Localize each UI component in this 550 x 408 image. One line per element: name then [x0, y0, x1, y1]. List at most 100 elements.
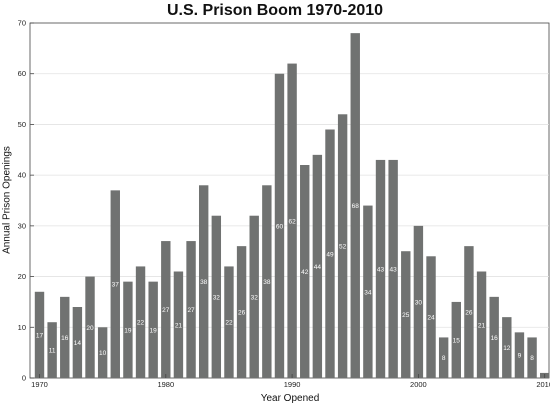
data-label-1987: 32 [251, 294, 259, 301]
data-label-1983: 38 [200, 279, 208, 286]
x-tick-label: 2010 [536, 380, 550, 389]
data-label-1997: 43 [377, 266, 385, 273]
bar-1978 [135, 266, 146, 378]
x-axis-label: Year Opened [260, 393, 320, 404]
bar-1994 [337, 114, 348, 379]
bar-1992 [312, 154, 323, 378]
data-label-1975: 10 [99, 350, 107, 357]
data-label-1996: 34 [364, 289, 372, 296]
data-label-1980: 27 [162, 307, 170, 314]
y-axis-label: Annual Prison Openings [1, 146, 13, 254]
x-tick-label: 1970 [31, 380, 48, 389]
bar-1995 [350, 33, 360, 379]
bar-1977 [123, 281, 133, 378]
bar-1993 [325, 129, 335, 378]
bar-1989 [274, 73, 285, 378]
y-tick-label: 30 [18, 221, 26, 230]
data-label-2004: 26 [465, 310, 473, 317]
y-tick-label: 20 [18, 272, 26, 281]
data-labels: 17 11 16 14 20 10 37 19 22 19 27 21 27 38 32 22 26 32 38 60… [36, 203, 534, 362]
data-label-1993: 49 [326, 251, 334, 258]
y-tick-label: 10 [18, 323, 26, 332]
x-tick-label: 1990 [284, 380, 301, 389]
bar-1983 [198, 185, 209, 378]
bar-2000 [413, 225, 424, 378]
bar-1976 [110, 190, 120, 378]
bar-1988 [262, 185, 272, 378]
data-label-2006: 16 [491, 335, 499, 342]
data-label-2009: 8 [530, 355, 534, 362]
y-tick-label: 50 [18, 120, 26, 129]
data-label-2005: 21 [478, 322, 486, 329]
data-label-1988: 38 [263, 279, 271, 286]
bar-2003 [451, 301, 461, 378]
bar-1984 [211, 215, 222, 378]
bar-1980 [161, 241, 171, 378]
bar-1991 [300, 165, 310, 378]
data-label-1998: 43 [390, 266, 398, 273]
data-label-1985: 22 [225, 320, 233, 327]
bar-1982 [186, 241, 196, 378]
data-label-1992: 44 [314, 264, 322, 271]
y-tick-label: 60 [18, 69, 26, 78]
bar-2006 [489, 296, 499, 378]
data-label-1971: 11 [49, 348, 56, 355]
data-label-1986: 26 [238, 310, 246, 317]
bar-1985 [224, 266, 234, 378]
data-label-1973: 14 [74, 340, 82, 347]
data-label-1979: 19 [150, 327, 158, 334]
y-tick-label: 40 [18, 171, 26, 180]
y-axis-ticks: 0 10 20 30 40 50 60 70 [18, 19, 34, 383]
data-label-1974: 20 [86, 325, 94, 332]
data-label-1991: 42 [301, 269, 309, 276]
data-label-1976: 37 [112, 282, 120, 289]
data-label-1995: 68 [352, 203, 360, 210]
data-label-1984: 32 [213, 294, 221, 301]
data-label-1970: 17 [36, 332, 44, 339]
data-label-2001: 24 [427, 315, 435, 322]
bars [34, 33, 550, 379]
x-tick-label: 1980 [157, 380, 174, 389]
y-tick-label: 70 [18, 19, 26, 28]
bar-1973 [72, 307, 83, 378]
bar-2004 [464, 246, 474, 378]
bar-1974 [85, 276, 95, 378]
bar-1972 [60, 296, 70, 378]
data-label-2002: 8 [442, 355, 446, 362]
x-axis-ticks: 1970 1980 1990 2000 2010 [31, 374, 550, 389]
x-tick-label: 2000 [410, 380, 427, 389]
bar-1979 [148, 281, 158, 378]
bar-1999 [401, 251, 411, 378]
bar-1987 [249, 215, 259, 378]
data-label-2007: 12 [503, 345, 511, 352]
data-label-2003: 15 [453, 337, 461, 344]
bar-1990 [287, 63, 297, 378]
bar-2005 [476, 271, 487, 378]
chart-title: U.S. Prison Boom 1970-2010 [166, 2, 384, 19]
bar-1971 [47, 322, 57, 378]
data-label-1981: 21 [175, 322, 183, 329]
y-tick-label: 0 [22, 374, 26, 383]
data-label-1972: 16 [61, 335, 69, 342]
data-label-1990: 62 [288, 218, 296, 225]
data-label-1999: 25 [402, 312, 410, 319]
bar-1998 [388, 159, 398, 378]
bar-2001 [426, 256, 436, 378]
bar-2002 [438, 337, 449, 378]
bar-1997 [375, 159, 386, 378]
data-label-2008: 9 [518, 353, 522, 360]
bar-2009 [527, 337, 537, 378]
data-label-1989: 60 [276, 223, 284, 230]
bar-1986 [236, 246, 247, 378]
bar-1975 [97, 327, 108, 378]
bar-2008 [514, 332, 525, 378]
data-label-1977: 19 [124, 327, 132, 334]
data-label-2000: 30 [415, 299, 423, 306]
bar-1996 [363, 205, 373, 378]
bar-2007 [502, 317, 512, 378]
bar-1970 [34, 291, 45, 378]
data-label-1978: 22 [137, 320, 145, 327]
data-label-1982: 27 [187, 307, 195, 314]
bar-1981 [173, 271, 184, 378]
